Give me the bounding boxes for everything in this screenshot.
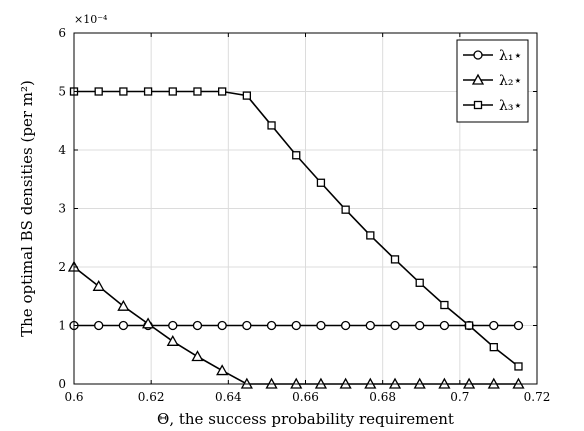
data-point (242, 320, 252, 331)
data-point (440, 300, 449, 310)
data-point (415, 320, 425, 331)
data-point (514, 362, 523, 371)
data-point (489, 320, 499, 331)
data-point (168, 87, 177, 96)
data-point (216, 364, 229, 376)
legend-label: λ₃⋆ (499, 98, 522, 114)
data-point (365, 320, 375, 331)
data-point (267, 121, 276, 130)
data-point (143, 87, 153, 96)
data-point (390, 255, 400, 264)
data-point (292, 151, 301, 160)
data-point (94, 320, 104, 331)
y-tick-label: 4 (58, 143, 66, 157)
x-tick-label: 0.66 (292, 390, 319, 404)
data-point (92, 279, 105, 291)
x-tick-label: 0.6 (64, 390, 83, 404)
y-tick-label: 5 (58, 85, 66, 99)
x-tick-label: 0.68 (369, 390, 396, 404)
legend-label: λ₁⋆ (499, 48, 522, 64)
data-point (94, 87, 103, 96)
data-point (439, 320, 450, 331)
legend-marker (473, 50, 483, 60)
legend-label: λ₂⋆ (499, 73, 522, 89)
x-tick-label: 0.7 (450, 390, 469, 404)
data-point (513, 320, 524, 331)
data-point (291, 320, 301, 331)
data-point (316, 178, 326, 187)
y-tick-label: 0 (58, 377, 66, 391)
data-point (217, 320, 227, 331)
legend-item: λ₁⋆ (463, 48, 522, 64)
y-tick-label: 6 (58, 26, 66, 40)
legend-box (456, 39, 529, 123)
data-point (193, 87, 202, 96)
data-point (218, 87, 227, 96)
data-point (415, 278, 424, 287)
x-tick-label: 0.64 (215, 390, 242, 404)
y-tick-label: 1 (58, 319, 66, 333)
y-tick-label: 2 (58, 260, 66, 274)
data-point (168, 320, 178, 331)
legend-marker (473, 100, 483, 110)
data-point (119, 87, 128, 96)
data-point (464, 321, 474, 330)
legend-marker (471, 73, 485, 85)
legend-item: λ₃⋆ (463, 98, 522, 114)
x-tick-label: 0.72 (524, 390, 551, 404)
data-point (366, 231, 375, 240)
x-tick-label: 0.62 (138, 390, 165, 404)
series-1 (69, 320, 524, 331)
data-point (141, 317, 155, 329)
data-point (266, 320, 277, 331)
data-point (117, 299, 130, 311)
data-point (191, 350, 204, 362)
data-point (316, 320, 326, 331)
data-point (192, 320, 203, 331)
data-point (340, 320, 351, 331)
series-layer (67, 87, 525, 389)
y-axis-label: The optimal BS densities (per m²) (18, 80, 36, 337)
y-tick-label: 3 (58, 202, 66, 216)
y-scale-label: ×10⁻⁴ (74, 13, 108, 26)
legend: λ₁⋆ λ₂⋆ λ₃⋆ (456, 39, 529, 123)
data-point (489, 342, 498, 352)
data-point (118, 320, 129, 331)
data-point (390, 320, 400, 331)
legend-item: λ₂⋆ (463, 73, 522, 89)
axis-ticks: 0.6 0.62 0.64 0.66 0.68 0.7 0.72 0 1 2 3 4 5 6 (58, 26, 550, 404)
data-point (341, 205, 350, 214)
data-point (242, 91, 252, 100)
data-point (166, 334, 179, 346)
x-axis-label: Θ, the success probability requirement (157, 410, 454, 428)
